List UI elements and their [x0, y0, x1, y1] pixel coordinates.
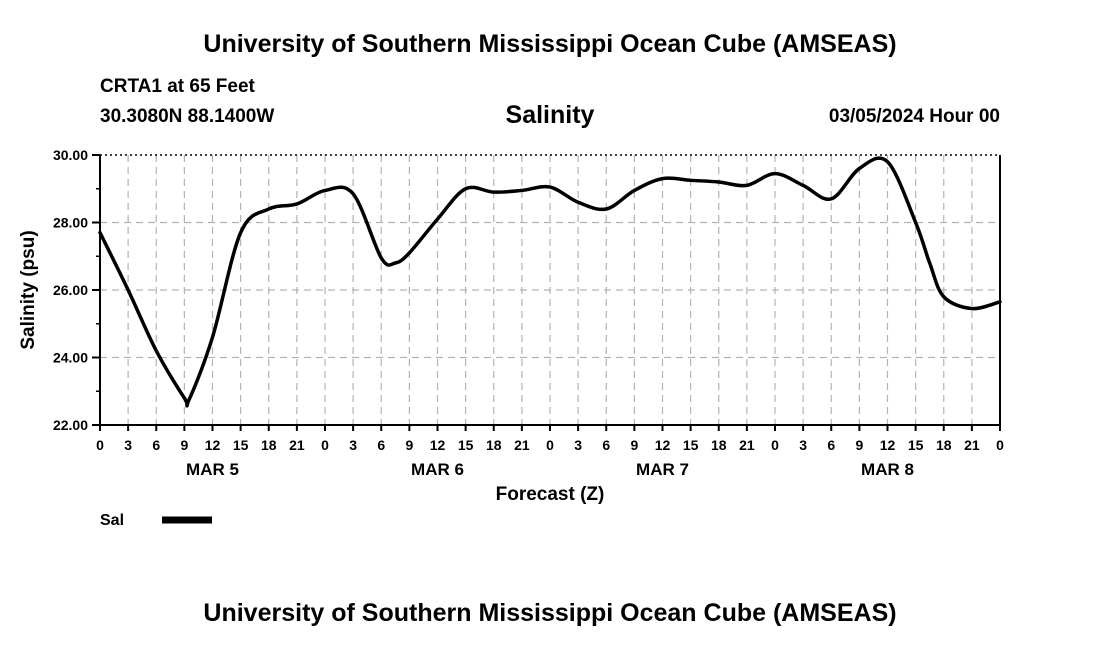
y-axis-title: Salinity (psu)	[18, 230, 39, 349]
x-tick-label: 18	[936, 437, 952, 453]
axes: 22.00 24.00 26.00 28.00 30.00 0 3 6 9 12 15 18 21 0 3 6…	[18, 147, 1004, 505]
x-tick-label: 12	[430, 437, 446, 453]
y-tick-label: 24.00	[53, 350, 88, 366]
x-tick-label: 0	[546, 437, 554, 453]
y-tick-label: 28.00	[53, 215, 88, 231]
x-tick-label: 3	[124, 437, 132, 453]
chart-header-title: University of Southern Mississippi Ocean…	[203, 30, 897, 58]
x-tick-label: 15	[458, 437, 474, 453]
x-tick-label: 6	[377, 437, 385, 453]
series-line-sal	[98, 156, 1002, 408]
x-day-label: MAR 6	[411, 460, 464, 479]
x-tick-label: 12	[205, 437, 221, 453]
x-tick-label: 21	[739, 437, 755, 453]
x-day-label: MAR 5	[186, 460, 239, 479]
y-tick-label: 22.00	[53, 417, 88, 433]
x-tick-label: 9	[855, 437, 863, 453]
grid-lines	[100, 155, 1000, 425]
x-tick-label: 9	[630, 437, 638, 453]
x-tick-label: 0	[321, 437, 329, 453]
x-tick-label: 12	[880, 437, 896, 453]
x-tick-label: 9	[180, 437, 188, 453]
x-tick-label: 3	[574, 437, 582, 453]
x-day-label: MAR 8	[861, 460, 914, 479]
x-tick-label: 18	[486, 437, 502, 453]
legend: Sal	[100, 512, 212, 529]
x-tick-label: 6	[152, 437, 160, 453]
station-label: CRTA1 at 65 Feet	[100, 76, 255, 97]
x-tick-label: 6	[827, 437, 835, 453]
x-tick-label: 3	[799, 437, 807, 453]
chart-title: Salinity	[505, 101, 595, 129]
x-tick-label: 15	[908, 437, 924, 453]
x-tick-label: 21	[964, 437, 980, 453]
chart-footer-title: University of Southern Mississippi Ocean…	[203, 599, 897, 627]
x-day-label: MAR 7	[636, 460, 689, 479]
x-tick-label: 3	[349, 437, 357, 453]
x-tick-label: 0	[996, 437, 1004, 453]
x-tick-label: 15	[683, 437, 699, 453]
x-axis-title: Forecast (Z)	[496, 484, 605, 505]
station-coordinates: 30.3080N 88.1400W	[100, 106, 275, 127]
series-layer	[98, 156, 1002, 408]
x-tick-label: 0	[96, 437, 104, 453]
x-tick-label: 21	[289, 437, 305, 453]
legend-label: Sal	[100, 512, 124, 529]
x-tick-label: 0	[771, 437, 779, 453]
x-tick-label: 21	[514, 437, 530, 453]
forecast-timestamp: 03/05/2024 Hour 00	[828, 106, 1000, 127]
x-tick-label: 12	[655, 437, 671, 453]
x-tick-label: 9	[405, 437, 413, 453]
x-tick-label: 18	[261, 437, 277, 453]
x-tick-label: 6	[602, 437, 610, 453]
y-tick-label: 26.00	[53, 282, 88, 298]
x-tick-label: 18	[711, 437, 727, 453]
x-tick-label: 15	[233, 437, 249, 453]
y-tick-label: 30.00	[53, 147, 88, 163]
